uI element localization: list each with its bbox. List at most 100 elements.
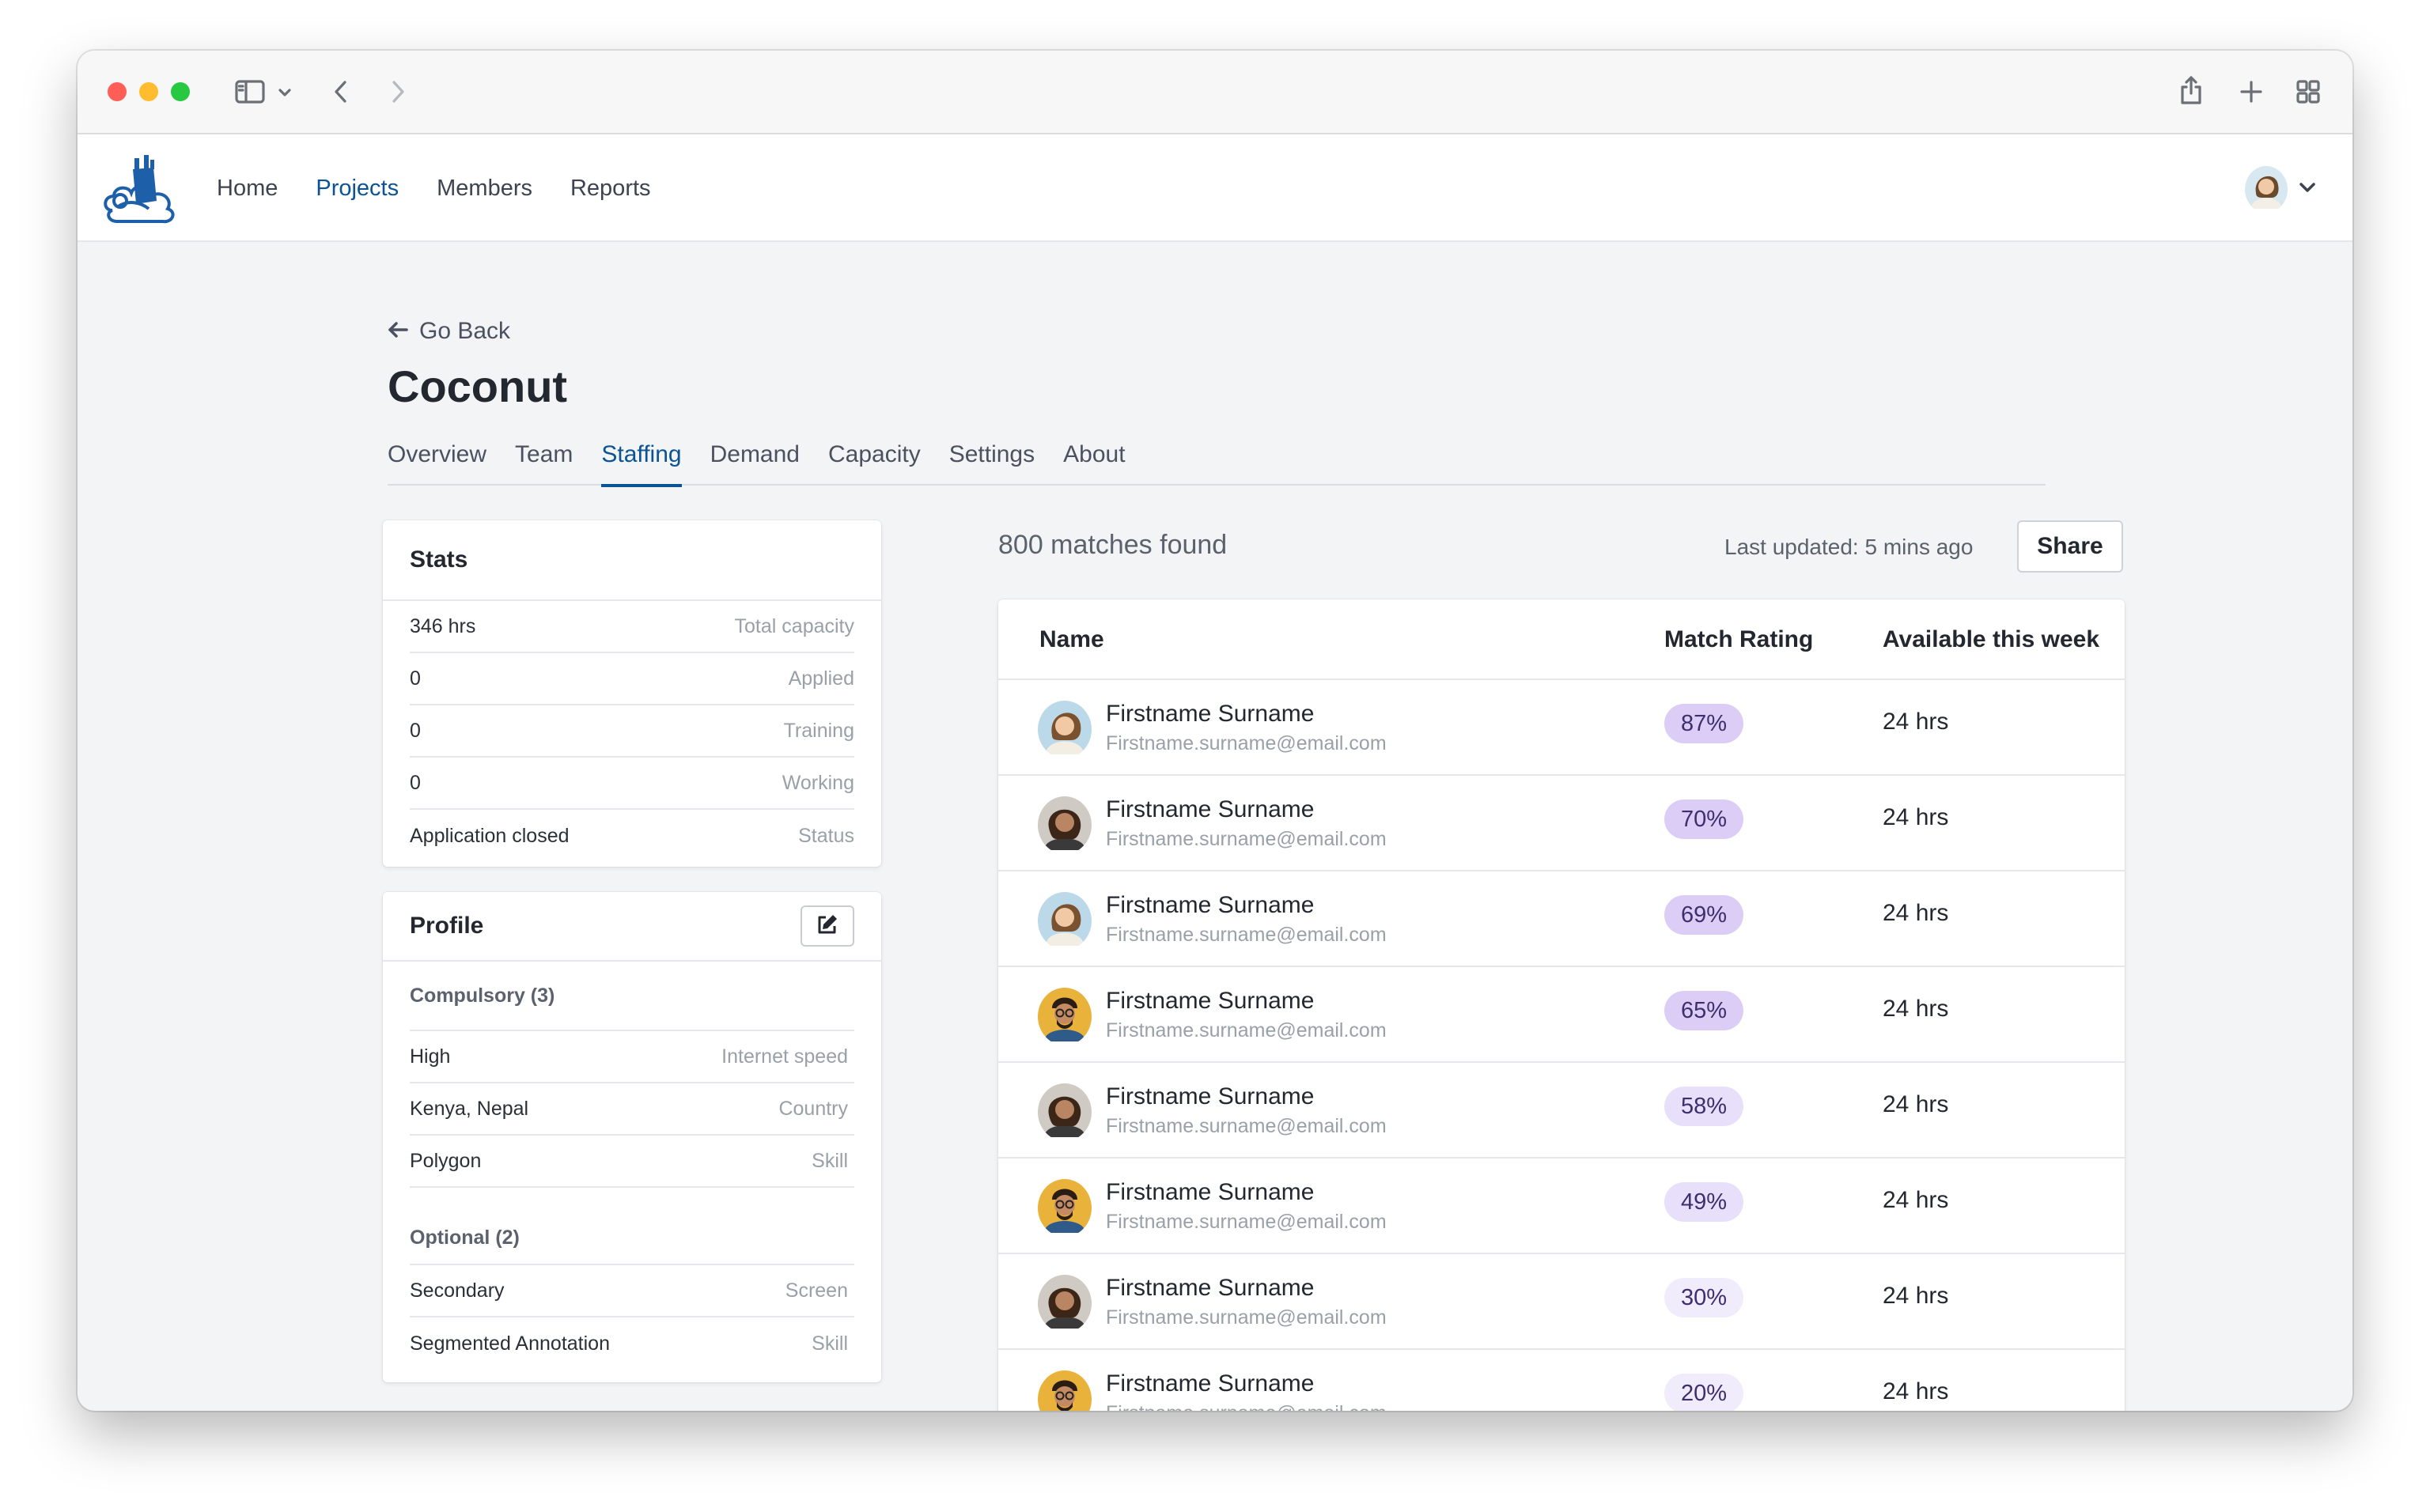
profile-value: High	[410, 1045, 451, 1068]
chevron-down-icon[interactable]	[275, 81, 294, 104]
matches-table: Name Match Rating Available this week Fi…	[998, 599, 2125, 1411]
profile-value: Segmented Annotation	[410, 1332, 610, 1355]
go-back-link[interactable]: Go Back	[388, 318, 510, 345]
brand-logo[interactable]	[101, 152, 180, 225]
member-email: Firstname.surname@email.com	[1106, 1402, 1387, 1411]
tab-settings[interactable]: Settings	[948, 441, 1035, 467]
stat-label: Status	[798, 824, 854, 847]
table-row[interactable]: Firstname Surname Firstname.surname@email…	[998, 967, 2125, 1063]
share-icon[interactable]	[2175, 71, 2207, 109]
member-avatar	[1038, 1370, 1092, 1411]
edit-icon	[816, 913, 839, 940]
member-avatar	[1038, 892, 1092, 950]
browser-toolbar	[78, 51, 2352, 134]
match-rating-badge: 58%	[1664, 1087, 1743, 1126]
stat-row: 0 Training	[410, 705, 854, 758]
member-name[interactable]: Firstname Surname	[1106, 701, 1315, 727]
availability: 24 hrs	[1883, 709, 1949, 735]
edit-profile-button[interactable]	[801, 905, 854, 947]
tab-overview[interactable]: Overview	[388, 441, 487, 467]
table-row[interactable]: Firstname Surname Firstname.surname@email…	[998, 1063, 2125, 1159]
table-header: Name Match Rating Available this week	[998, 599, 2125, 680]
column-available[interactable]: Available this week	[1883, 626, 2100, 652]
profile-value: Polygon	[410, 1149, 482, 1172]
member-name[interactable]: Firstname Surname	[1106, 1275, 1315, 1301]
stat-label: Working	[782, 771, 854, 794]
member-avatar	[1038, 1083, 1092, 1141]
tab-demand[interactable]: Demand	[710, 441, 800, 467]
table-row[interactable]: Firstname Surname Firstname.surname@email…	[998, 871, 2125, 967]
close-window-button[interactable]	[108, 82, 127, 101]
page-title: Coconut	[388, 361, 568, 411]
maximize-window-button[interactable]	[171, 82, 190, 101]
column-match-rating[interactable]: Match Rating	[1664, 626, 1814, 652]
stat-label: Applied	[788, 667, 854, 690]
availability: 24 hrs	[1883, 1091, 1949, 1117]
member-email: Firstname.surname@email.com	[1106, 1306, 1387, 1329]
profile-row: High Internet speed	[410, 1031, 854, 1083]
table-row[interactable]: Firstname Surname Firstname.surname@email…	[998, 1254, 2125, 1350]
member-avatar	[1038, 796, 1092, 854]
go-back-label: Go Back	[419, 318, 511, 344]
column-name[interactable]: Name	[1039, 626, 1104, 652]
match-rating-badge: 30%	[1664, 1278, 1743, 1317]
stat-value: Application closed	[410, 824, 570, 847]
table-row[interactable]: Firstname Surname Firstname.surname@email…	[998, 1159, 2125, 1254]
member-name[interactable]: Firstname Surname	[1106, 988, 1315, 1014]
member-name[interactable]: Firstname Surname	[1106, 1370, 1315, 1397]
match-rating-badge: 49%	[1664, 1182, 1743, 1222]
member-name[interactable]: Firstname Surname	[1106, 796, 1315, 822]
availability: 24 hrs	[1883, 804, 1949, 830]
member-name[interactable]: Firstname Surname	[1106, 892, 1315, 918]
compulsory-label: Compulsory (3)	[410, 962, 854, 1031]
back-arrow-icon[interactable]	[329, 74, 353, 109]
match-rating-badge: 20%	[1664, 1374, 1743, 1411]
tab-staffing[interactable]: Staffing	[601, 438, 682, 487]
nav-home[interactable]: Home	[217, 175, 278, 201]
chevron-down-icon[interactable]	[2299, 182, 2316, 197]
sidebar-icon[interactable]	[233, 76, 267, 108]
member-avatar	[1038, 1179, 1092, 1237]
stat-value: 0	[410, 771, 421, 794]
optional-label: Optional (2)	[410, 1188, 854, 1265]
app-navbar: Home Projects Members Reports	[78, 134, 2352, 242]
availability: 24 hrs	[1883, 1187, 1949, 1213]
stat-row: 346 hrs Total capacity	[410, 601, 854, 653]
main-nav: Home Projects Members Reports	[217, 134, 651, 242]
member-email: Firstname.surname@email.com	[1106, 924, 1387, 946]
user-avatar[interactable]	[2245, 166, 2288, 213]
table-row[interactable]: Firstname Surname Firstname.surname@email…	[998, 680, 2125, 776]
nav-reports[interactable]: Reports	[570, 175, 651, 201]
profile-header: Profile	[383, 892, 881, 962]
forward-arrow-icon[interactable]	[386, 74, 410, 109]
profile-label: Skill	[812, 1332, 848, 1355]
member-name[interactable]: Firstname Surname	[1106, 1083, 1315, 1109]
tab-team[interactable]: Team	[515, 441, 573, 467]
nav-members[interactable]: Members	[437, 175, 532, 201]
table-row[interactable]: Firstname Surname Firstname.surname@email…	[998, 776, 2125, 871]
member-email: Firstname.surname@email.com	[1106, 1019, 1387, 1041]
arrow-left-icon	[388, 318, 408, 345]
nav-projects[interactable]: Projects	[316, 175, 399, 201]
tab-capacity[interactable]: Capacity	[828, 441, 921, 467]
table-row[interactable]: Firstname Surname Firstname.surname@email…	[998, 1350, 2125, 1411]
profile-row: Segmented Annotation Skill	[410, 1317, 854, 1370]
share-button[interactable]: Share	[2017, 520, 2123, 573]
member-name[interactable]: Firstname Surname	[1106, 1179, 1315, 1205]
availability: 24 hrs	[1883, 996, 1949, 1022]
profile-label: Skill	[812, 1149, 848, 1172]
member-avatar	[1038, 988, 1092, 1045]
availability: 24 hrs	[1883, 1378, 1949, 1404]
profile-row: Kenya, Nepal Country	[410, 1083, 854, 1136]
minimize-window-button[interactable]	[139, 82, 158, 101]
member-avatar	[1038, 1275, 1092, 1332]
user-menu[interactable]	[2245, 166, 2316, 213]
tab-grid-icon[interactable]	[2292, 76, 2324, 108]
profile-label: Internet speed	[721, 1045, 848, 1068]
table-body: Firstname Surname Firstname.surname@email…	[998, 680, 2125, 1411]
member-email: Firstname.surname@email.com	[1106, 1115, 1387, 1137]
plus-icon[interactable]	[2235, 76, 2267, 108]
tab-about[interactable]: About	[1063, 441, 1126, 467]
profile-title: Profile	[410, 913, 484, 939]
match-rating-badge: 65%	[1664, 991, 1743, 1030]
